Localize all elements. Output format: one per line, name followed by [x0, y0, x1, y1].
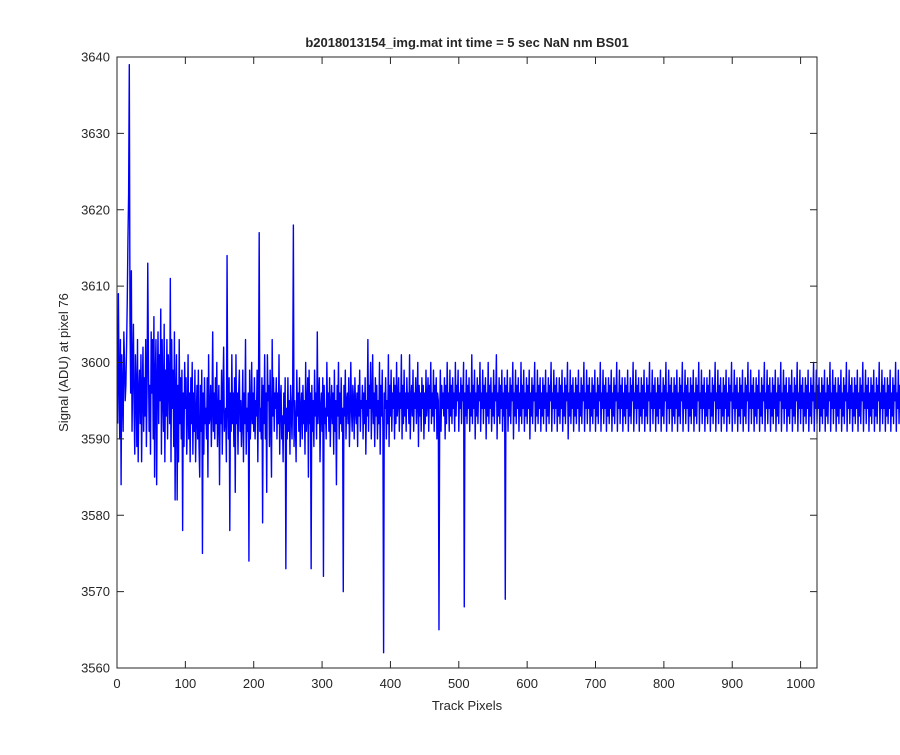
- x-tick-label: 1000: [786, 676, 815, 691]
- y-axis-ticks: 3560 3570 3580 3590 3600 3610 3620 3630 3640: [81, 50, 817, 676]
- y-tick-label: 3610: [81, 279, 110, 294]
- axes-background: [117, 57, 817, 668]
- x-axis-label: Track Pixels: [432, 698, 503, 713]
- y-tick-label: 3570: [81, 584, 110, 599]
- chart-title: b2018013154_img.mat int time = 5 sec NaN…: [305, 35, 628, 50]
- y-tick-label: 3580: [81, 508, 110, 523]
- y-tick-label: 3640: [81, 50, 110, 65]
- y-tick-label: 3600: [81, 355, 110, 370]
- x-tick-label: 600: [516, 676, 538, 691]
- y-tick-label: 3590: [81, 431, 110, 446]
- series-line-0: [116, 63, 900, 654]
- x-tick-label: 900: [721, 676, 743, 691]
- x-tick-label: 800: [653, 676, 675, 691]
- x-tick-label: 200: [243, 676, 265, 691]
- x-tick-label: 700: [585, 676, 607, 691]
- x-axis-ticks: 0 100 200 300 400 500 600 700 800 900 1000: [113, 57, 815, 691]
- series-layer: [116, 63, 900, 654]
- x-tick-label: 300: [311, 676, 333, 691]
- x-tick-label: 100: [175, 676, 197, 691]
- x-tick-label: 500: [448, 676, 470, 691]
- y-tick-label: 3630: [81, 126, 110, 141]
- x-tick-label: 0: [113, 676, 120, 691]
- y-axis-label: Signal (ADU) at pixel 76: [56, 293, 71, 432]
- x-tick-label: 400: [380, 676, 402, 691]
- y-tick-label: 3620: [81, 202, 110, 217]
- y-tick-label: 3560: [81, 661, 110, 676]
